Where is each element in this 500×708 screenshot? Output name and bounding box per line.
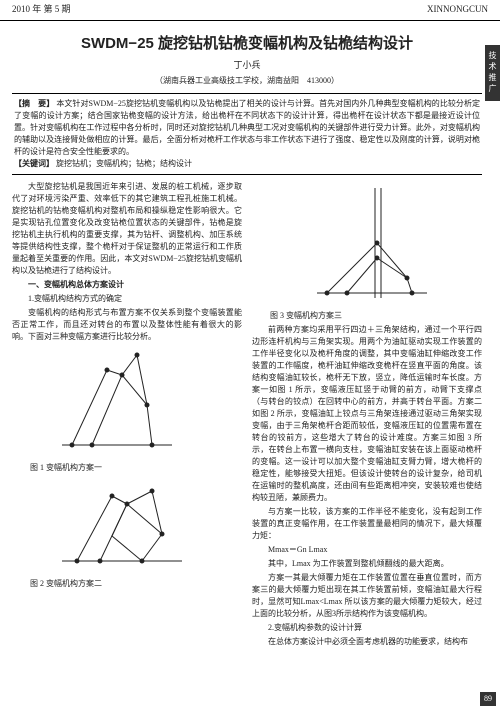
page-number: 89 [480, 692, 496, 706]
figure-1-caption: 图 1 变幅机构方案一 [14, 462, 242, 474]
abstract-body: 本文针对SWDM−25旋挖钻机变幅机构以及钻桅提出了相关的设计与计算。首先对国内… [14, 99, 480, 156]
keywords-label: 【关键词】 [14, 159, 54, 168]
content-area: 技术推广 SWDM−25 旋挖钻机钻桅变幅机构及钻桅结构设计 丁小兵 （湖南兵器… [0, 21, 500, 656]
right-paragraph-4: 方案一其最大倾覆力矩在工作装置位置在垂直位置时，而方案三的最大倾覆力矩出现在其工… [252, 572, 482, 620]
right-paragraph-5: 在总体方案设计中必须全面考虑机器的功能要求，结构布 [252, 636, 482, 648]
formula-mmax: Mmax＝Gn Lmax [252, 544, 482, 556]
figure-2 [12, 476, 242, 576]
right-paragraph-2: 与方案一比较，该方案的工作半径不能变化，没有起到工作装置的真正变幅作用，在工作装… [252, 506, 482, 542]
figure-3-caption: 图 3 变幅机构方案三 [254, 310, 482, 322]
page-header: 2010 年 第 5 期 XINNONGCUN [0, 0, 500, 21]
right-paragraph-1: 前两种方案均采用平行四边＋三角架结构，通过一个平行四边形连杆机构与三角架实现。用… [252, 324, 482, 504]
keywords-body: 旋挖钻机；变幅机构；钻桅；结构设计 [56, 159, 192, 168]
journal-name: XINNONGCUN [427, 3, 488, 17]
side-category-tab: 技术推广 [485, 45, 500, 101]
figure-2-caption: 图 2 变幅机构方案二 [14, 578, 242, 590]
right-column: 图 3 变幅机构方案三 前两种方案均采用平行四边＋三角架结构，通过一个平行四边形… [252, 181, 482, 650]
left-column: 大型旋挖钻机是我国近年来引进、发展的桩工机械，逐步取代了对环境污染严重、效率低下… [12, 181, 242, 650]
affiliation: （湖南兵器工业高级技工学校，湖南益阳 413000） [12, 75, 482, 87]
section-heading-1: 一、变幅机构总体方案设计 [12, 279, 242, 291]
intro-paragraph: 大型旋挖钻机是我国近年来引进、发展的桩工机械，逐步取代了对环境污染严重、效率低下… [12, 181, 242, 277]
two-column-layout: 大型旋挖钻机是我国近年来引进、发展的桩工机械，逐步取代了对环境污染严重、效率低下… [12, 181, 482, 650]
keywords-text: 【关键词】 旋挖钻机；变幅机构；钻桅；结构设计 [14, 158, 480, 170]
paragraph-2: 变幅机构的结构形式与布置方案不仅关系到整个变幅装置能否正常工作，而且还对转台的布… [12, 307, 242, 343]
right-paragraph-3: 其中，Lmax 为工作装置到整机倾翻线的最大距离。 [252, 558, 482, 570]
abstract-label: 【摘 要】 [14, 99, 54, 108]
author-name: 丁小兵 [12, 59, 482, 73]
abstract-text: 【摘 要】 本文针对SWDM−25旋挖钻机变幅机构以及钻桅提出了相关的设计与计算… [14, 98, 480, 158]
subsection-2: 2.变幅机构参数的设计计算 [252, 622, 482, 634]
figure-1 [12, 345, 242, 460]
article-title: SWDM−25 旋挖钻机钻桅变幅机构及钻桅结构设计 [12, 33, 482, 56]
abstract-block: 【摘 要】 本文针对SWDM−25旋挖钻机变幅机构以及钻桅提出了相关的设计与计算… [12, 93, 482, 175]
subsection-1: 1.变幅机构结构方式的确定 [12, 293, 242, 305]
issue-label: 2010 年 第 5 期 [12, 3, 71, 17]
figure-3 [252, 183, 482, 308]
